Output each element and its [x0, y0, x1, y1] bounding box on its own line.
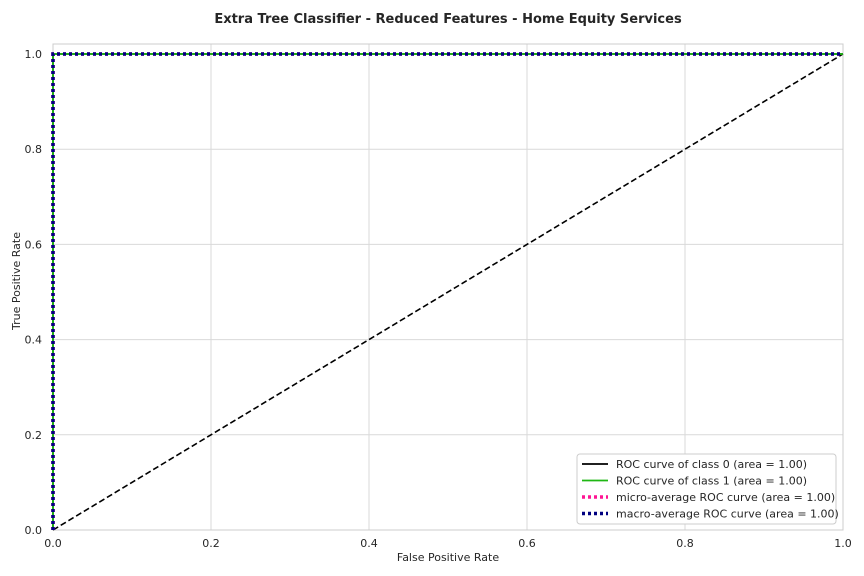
y-tick-label: 1.0 [25, 48, 43, 61]
y-tick-label: 0.2 [25, 429, 43, 442]
reference-line-group [52, 53, 844, 531]
legend-label-2: micro-average ROC curve (area = 1.00) [616, 491, 835, 504]
legend-box [576, 453, 837, 525]
x-tick-label: 0.8 [676, 537, 694, 550]
x-axis-label: False Positive Rate [397, 551, 499, 564]
legend-label-0: ROC curve of class 0 (area = 1.00) [616, 458, 807, 471]
x-tick-label: 0.0 [44, 537, 62, 550]
legend-label-1: ROC curve of class 1 (area = 1.00) [616, 475, 807, 488]
ticks-group: 0.0 0.2 0.4 0.6 0.8 1.0 0.0 0.2 0.4 0.6 0.8 1.0 [25, 48, 852, 550]
x-tick-label: 0.4 [360, 537, 378, 550]
chance-reference-line [52, 53, 844, 531]
x-tick-label: 1.0 [834, 537, 852, 550]
x-tick-label: 0.2 [202, 537, 220, 550]
y-axis-label: True Positive Rate [10, 232, 23, 331]
y-tick-label: 0.6 [25, 238, 43, 251]
y-tick-label: 0.0 [25, 524, 43, 537]
legend-label-3: macro-average ROC curve (area = 1.00) [616, 508, 839, 521]
y-tick-label: 0.8 [25, 143, 43, 156]
roc-series-line-3 [51, 52, 843, 530]
legend: ROC curve of class 0 (area = 1.00) ROC cu… [576, 453, 839, 525]
y-tick-label: 0.4 [25, 334, 43, 347]
chart-title: Extra Tree Classifier - Reduced Features… [214, 12, 682, 27]
x-tick-label: 0.6 [518, 537, 536, 550]
series-group [51, 52, 843, 530]
